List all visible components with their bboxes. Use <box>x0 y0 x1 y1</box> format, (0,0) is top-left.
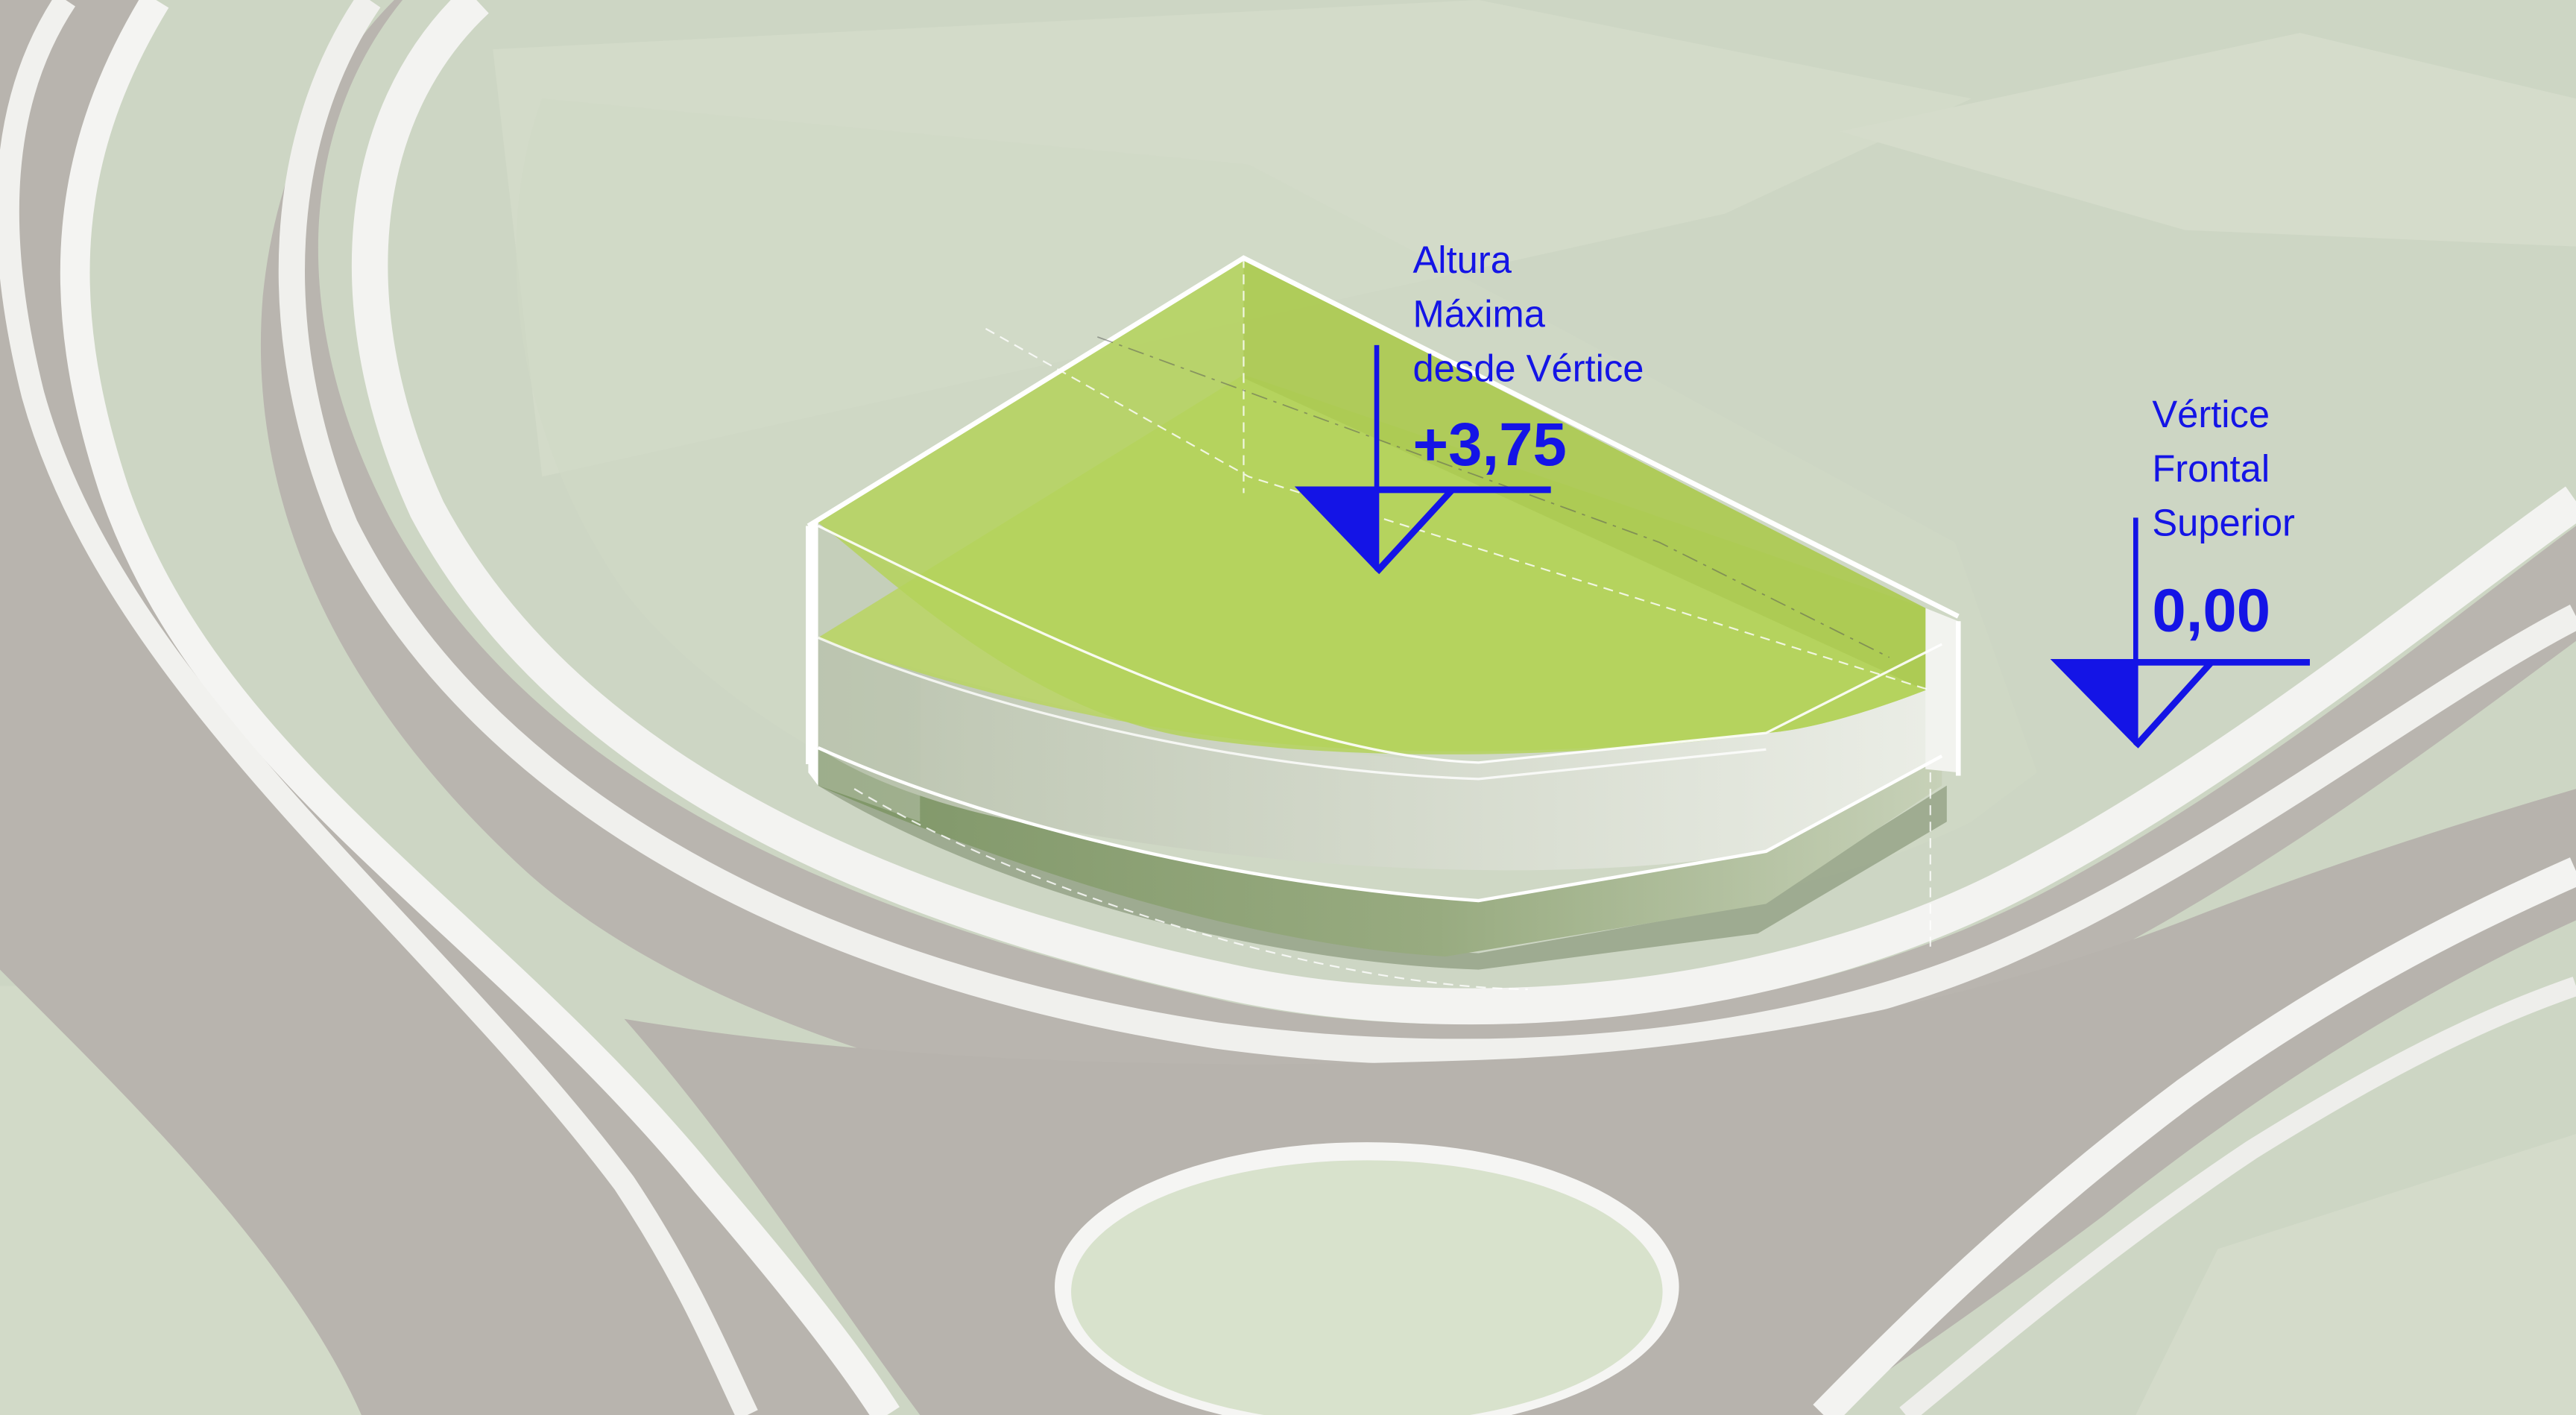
reference-label-line2: Frontal <box>2152 447 2270 490</box>
roof-upper-rightface <box>1243 258 1926 690</box>
curb-loop-outer <box>278 0 2576 1065</box>
reference-marker <box>2050 517 2310 749</box>
ground-patch <box>1840 33 2576 247</box>
building-edge <box>817 524 1942 764</box>
max-height-value: +3,75 <box>1413 411 1567 479</box>
building-edge <box>817 636 1767 781</box>
building-lower-face <box>818 748 1942 957</box>
curb-loop-inner <box>351 0 2576 1025</box>
max-height-label-line2: Máxima <box>1413 293 1546 335</box>
max-height-marker <box>1294 344 1551 575</box>
ground-patch <box>2135 1134 2576 1415</box>
curb-lower-right-2 <box>1899 977 2576 1415</box>
building-edge <box>817 746 1943 903</box>
curb-lower-right <box>1813 857 2576 1415</box>
curb-left <box>60 0 900 1415</box>
max-height-label-line3: desde Vértice <box>1413 347 1644 389</box>
dashed-line <box>1097 336 1890 658</box>
building-right-face <box>1925 608 1959 773</box>
building-left-face <box>808 523 818 786</box>
max-height-label-line1: Altura <box>1413 239 1512 281</box>
building-upper-face <box>818 637 1942 871</box>
reference-label-line1: Vértice <box>2152 393 2270 435</box>
reference-value: 0,00 <box>2152 576 2270 644</box>
roundabout-island <box>1071 1160 1663 1415</box>
building-edge <box>806 526 1961 776</box>
reference-label-line3: Superior <box>2152 502 2295 544</box>
road-left <box>0 0 888 1415</box>
dashed-line <box>853 258 1931 991</box>
curb-left-outer <box>0 0 758 1415</box>
